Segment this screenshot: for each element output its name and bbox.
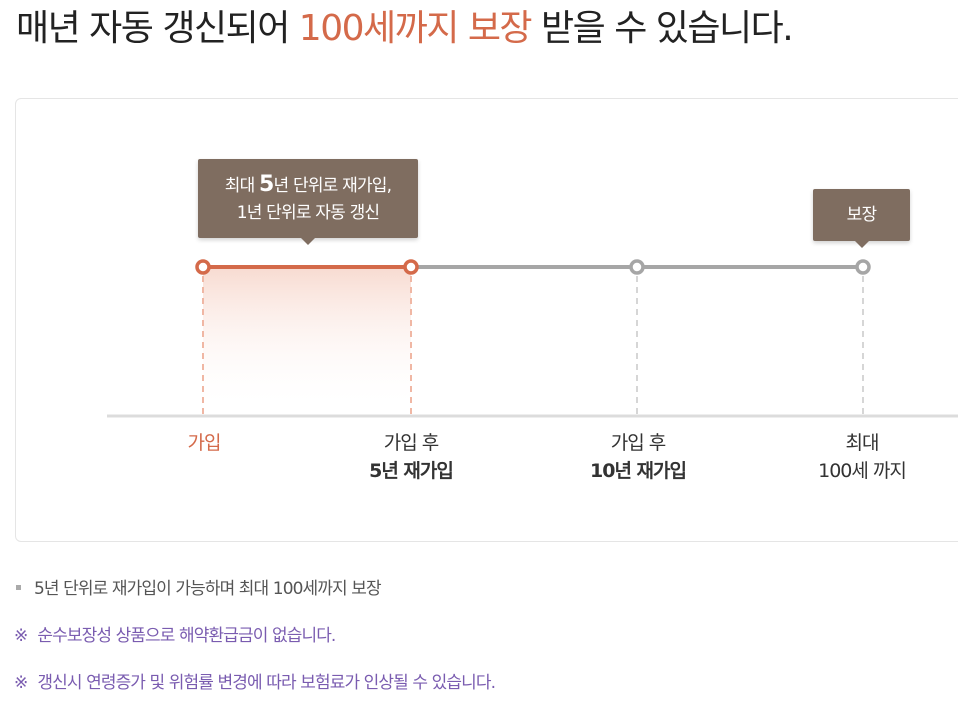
note-item: 5년 단위로 재가입이 가능하며 최대 100세까지 보장 — [14, 573, 495, 620]
timeline-panel — [15, 98, 958, 542]
renewal-tooltip-line1-pre: 최대 — [224, 176, 260, 196]
timeline-label-join: 가입 — [164, 429, 244, 457]
timeline-label-10y: 가입 후 10년 재가입 — [573, 429, 703, 485]
note-text: 순수보장성 상품으로 해약환급금이 없습니다. — [37, 626, 336, 646]
timeline-label-max-line1: 최대 — [845, 432, 880, 454]
timeline-label-10y-line2: 10년 재가입 — [590, 460, 687, 482]
headline-prefix: 매년 자동 갱신되어 — [16, 8, 299, 49]
renewal-tooltip-line1: 최대 5년 단위로 재가입, — [198, 171, 418, 200]
note-item: ※ 갱신시 연령증가 및 위험률 변경에 따라 보험료가 인상될 수 있습니다. — [14, 667, 496, 714]
headline-highlight: 100세까지 보장 — [298, 8, 533, 49]
notes-list: 5년 단위로 재가입이 가능하며 최대 100세까지 보장 ※ 순수보장성 상품으… — [14, 573, 496, 714]
timeline-label-join-line1: 가입 — [187, 432, 222, 454]
renewal-tooltip-number: 5 — [259, 172, 274, 197]
timeline-label-5y-line2: 5년 재가입 — [369, 460, 454, 482]
headline-suffix: 받을 수 있습니다. — [531, 8, 794, 49]
renewal-tooltip: 최대 5년 단위로 재가입, 1년 단위로 자동 갱신 — [198, 159, 418, 245]
timeline-label-max-line2: 100세 까지 — [818, 460, 907, 482]
coverage-tooltip: 보장 — [813, 189, 910, 248]
timeline-label-5y-line1: 가입 후 — [383, 432, 439, 454]
note-item: ※ 순수보장성 상품으로 해약환급금이 없습니다. — [14, 620, 495, 667]
page-headline: 매년 자동 갱신되어 100세까지 보장 받을 수 있습니다. — [16, 2, 794, 56]
timeline-label-5y: 가입 후 5년 재가입 — [346, 429, 476, 485]
reference-mark-icon: ※ — [14, 626, 28, 646]
renewal-tooltip-line1-post: 년 단위로 재가입, — [273, 176, 393, 196]
bullet-icon — [16, 584, 21, 590]
note-text: 5년 단위로 재가입이 가능하며 최대 100세까지 보장 — [34, 579, 382, 599]
reference-mark-icon: ※ — [14, 673, 28, 693]
timeline-label-10y-line1: 가입 후 — [610, 432, 666, 454]
renewal-tooltip-line2: 1년 단위로 자동 갱신 — [236, 203, 380, 223]
coverage-tooltip-label: 보장 — [846, 205, 877, 225]
timeline-label-max: 최대 100세 까지 — [797, 429, 927, 485]
note-text: 갱신시 연령증가 및 위험률 변경에 따라 보험료가 인상될 수 있습니다. — [37, 673, 496, 693]
